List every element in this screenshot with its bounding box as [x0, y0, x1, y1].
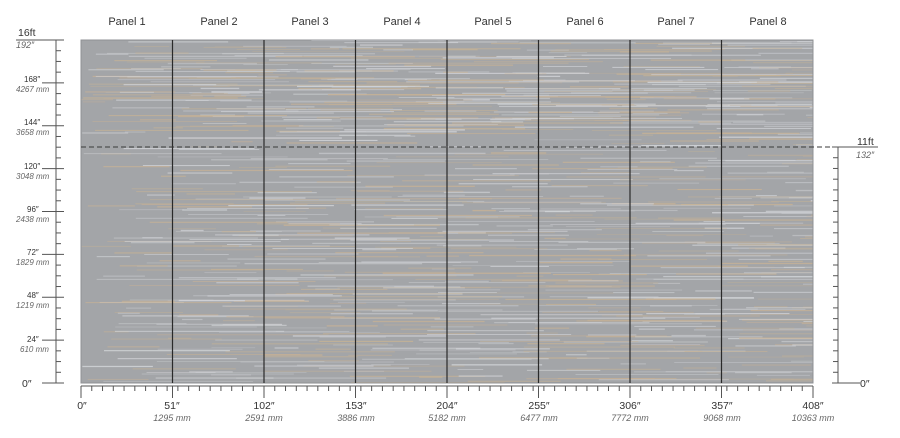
bottom-tick-mm-9068: 9068 mm [703, 413, 741, 423]
panel-label-4: Panel 4 [383, 16, 421, 28]
bottom-tick-in-408: 408″ [802, 400, 824, 412]
bottom-tick-mm-7772: 7772 mm [611, 413, 649, 423]
bottom-tick-mm-5182: 5182 mm [428, 413, 466, 423]
left-tick-mm-2438: 2438 mm [16, 215, 50, 224]
bottom-tick-mm-6477: 6477 mm [520, 413, 558, 423]
left-tick-mm-1219: 1219 mm [16, 301, 50, 310]
left-tick-in-48: 48″ [27, 291, 39, 300]
left-tick-mm-4267: 4267 mm [16, 85, 50, 94]
bottom-tick-mm-2591: 2591 mm [245, 413, 283, 423]
wall-texture [81, 40, 813, 384]
left-tick-in-24: 24″ [27, 335, 39, 344]
bottom-tick-in-357: 357″ [711, 400, 733, 412]
left-tick-mm-3048: 3048 mm [16, 172, 50, 181]
bottom-tick-mm-3886: 3886 mm [337, 413, 375, 423]
right-height-in: 132″ [856, 150, 875, 160]
left-tick-in-144: 144″ [24, 118, 41, 127]
left-tick-mm-1829: 1829 mm [16, 258, 50, 267]
panel-label-5: Panel 5 [474, 16, 512, 28]
panel-label-2: Panel 2 [200, 16, 238, 28]
left-height-in: 192″ [16, 40, 35, 50]
bottom-tick-mm-1295: 1295 mm [153, 413, 191, 423]
bottom-tick-in-255: 255″ [528, 400, 550, 412]
right-height-ft: 11ft [857, 136, 874, 148]
left-tick-mm-3658: 3658 mm [16, 128, 50, 137]
right-zero: 0″ [860, 378, 870, 390]
left-tick-in-120: 120″ [24, 162, 41, 171]
left-zero: 0″ [22, 378, 32, 390]
panel-label-6: Panel 6 [566, 16, 604, 28]
bottom-tick-mm-10363: 10363 mm [791, 413, 835, 423]
bottom-tick-in-306: 306″ [619, 400, 641, 412]
left-tick-mm-610: 610 mm [20, 345, 49, 354]
bottom-tick-in-204: 204″ [436, 400, 458, 412]
panel-label-8: Panel 8 [749, 16, 787, 28]
panel-label-7: Panel 7 [657, 16, 695, 28]
bottom-tick-in-153: 153″ [345, 400, 367, 412]
bottom-tick-in-0: 0″ [77, 400, 87, 412]
left-height-ft: 16ft [18, 27, 36, 39]
panel-label-3: Panel 3 [291, 16, 329, 28]
bottom-tick-in-102: 102″ [253, 400, 275, 412]
left-tick-in-72: 72″ [27, 248, 39, 257]
panel-label-1: Panel 1 [108, 16, 146, 28]
left-tick-in-96: 96″ [27, 205, 39, 214]
left-tick-in-168: 168″ [24, 75, 41, 84]
bottom-tick-in-51: 51″ [164, 400, 180, 412]
